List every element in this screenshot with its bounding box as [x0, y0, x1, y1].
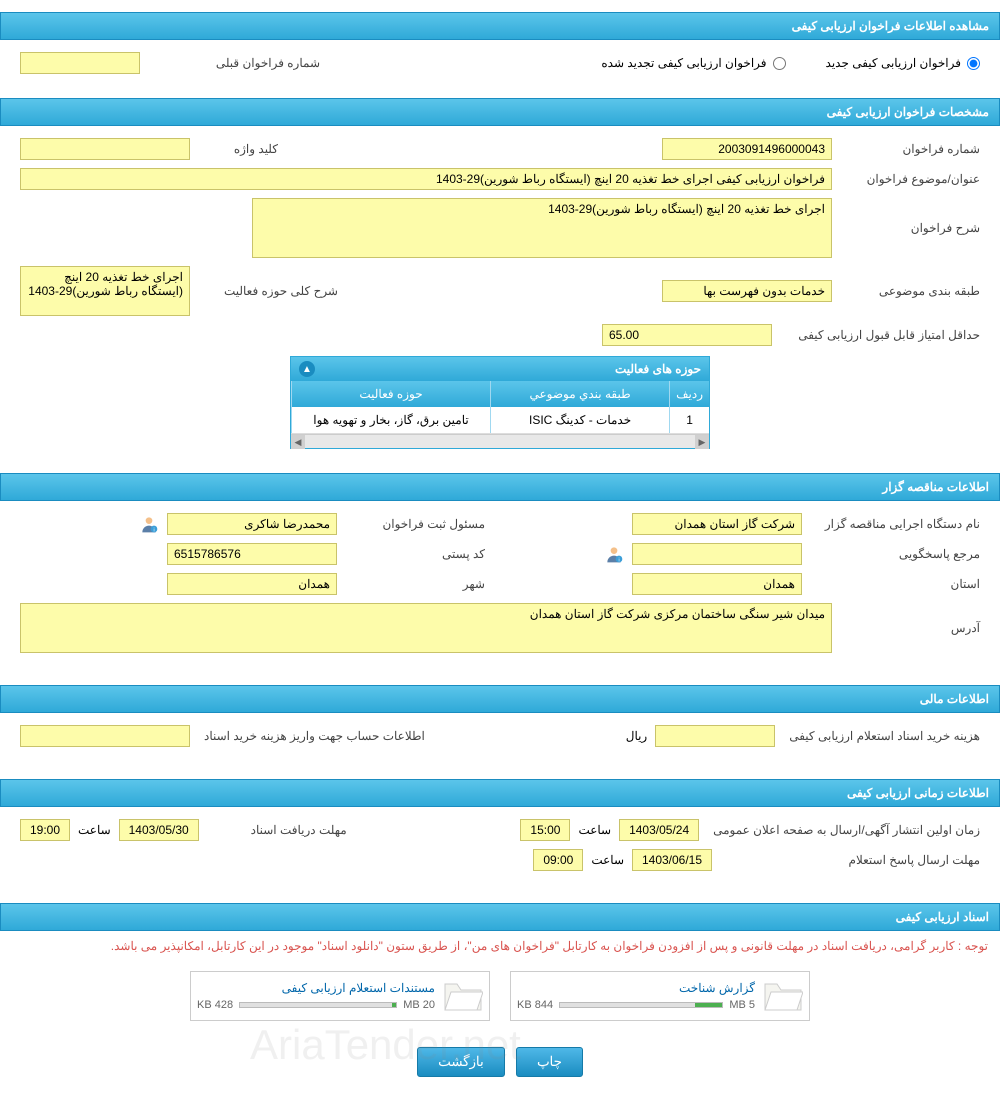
- activity-grid-title-bar: حوزه های فعالیت ▲: [291, 357, 709, 381]
- button-row: چاپ بازگشت: [0, 1031, 1000, 1093]
- city-label: شهر: [345, 577, 485, 591]
- city-field: همدان: [167, 573, 337, 595]
- activity-grid-title: حوزه های فعالیت: [615, 362, 701, 376]
- header-view-info: مشاهده اطلاعات فراخوان ارزیابی کیفی: [0, 12, 1000, 40]
- grid-scrollbar[interactable]: ▶ ◀: [291, 434, 709, 448]
- svg-text:i: i: [153, 528, 154, 534]
- doc-card[interactable]: گزارش شناخت 5 MB 844 KB: [510, 971, 810, 1021]
- registrar-label: مسئول ثبت فراخوان: [345, 517, 485, 531]
- postal-field: 6515786576: [167, 543, 337, 565]
- account-field: [20, 725, 190, 747]
- activity-grid-header: ردیف طبقه بندي موضوعي حوزه فعالیت: [291, 381, 709, 407]
- body-timing: زمان اولین انتشار آگهی/ارسال به صفحه اعل…: [0, 807, 1000, 891]
- radio-new-call-label: فراخوان ارزیابی کیفی جدید: [826, 56, 961, 70]
- reply-label: مهلت ارسال پاسخ استعلام: [720, 853, 980, 867]
- doc-size: 428 KB: [197, 999, 233, 1011]
- scroll-right-icon[interactable]: ▶: [695, 435, 709, 449]
- call-number-label: شماره فراخوان: [840, 142, 980, 156]
- activity-summary-label: شرح کلی حوزه فعالیت: [198, 284, 338, 298]
- doc-title: گزارش شناخت: [517, 981, 755, 995]
- currency-label: ریال: [626, 729, 648, 743]
- cell-category: خدمات - کدینگ ISIC: [490, 407, 669, 433]
- radio-renewed-call-input[interactable]: [773, 57, 786, 70]
- body-financial: هزینه خرید اسناد استعلام ارزیابی کیفی ری…: [0, 713, 1000, 767]
- radio-new-call[interactable]: فراخوان ارزیابی کیفی جدید: [826, 56, 980, 70]
- doc-quota: 20 MB: [403, 999, 435, 1011]
- body-spec: شماره فراخوان 2003091496000043 کلید واژه…: [0, 126, 1000, 461]
- publish-time-field: 15:00: [520, 819, 570, 841]
- th-row: ردیف: [669, 381, 709, 407]
- th-activity: حوزه فعالیت: [291, 381, 490, 407]
- category-field: خدمات بدون فهرست بها: [662, 280, 832, 302]
- header-timing: اطلاعات زمانی ارزیابی کیفی: [0, 779, 1000, 807]
- radio-renewed-call[interactable]: فراخوان ارزیابی کیفی تجدید شده: [601, 56, 785, 70]
- scroll-left-icon[interactable]: ◀: [291, 435, 305, 449]
- radio-renewed-call-label: فراخوان ارزیابی کیفی تجدید شده: [601, 56, 766, 70]
- reply-time-field: 09:00: [533, 849, 583, 871]
- back-button[interactable]: بازگشت: [417, 1047, 505, 1077]
- print-button[interactable]: چاپ: [516, 1047, 583, 1077]
- activity-grid: حوزه های فعالیت ▲ ردیف طبقه بندي موضوعي …: [290, 356, 710, 449]
- time-word: ساعت: [78, 823, 111, 837]
- receive-time-field: 19:00: [20, 819, 70, 841]
- body-view-info: فراخوان ارزیابی کیفی جدید فراخوان ارزیاب…: [0, 40, 1000, 86]
- category-label: طبقه بندی موضوعی: [840, 284, 980, 298]
- time-word: ساعت: [591, 853, 624, 867]
- folder-icon: [763, 978, 803, 1014]
- prev-number-label: شماره فراخوان قبلی: [180, 56, 320, 70]
- prev-number-field: [20, 52, 140, 74]
- folder-icon: [443, 978, 483, 1014]
- doc-fee-field: [655, 725, 775, 747]
- call-number-field: 2003091496000043: [662, 138, 832, 160]
- th-category: طبقه بندي موضوعي: [490, 381, 669, 407]
- keyword-label: کلید واژه: [198, 142, 278, 156]
- header-financial: اطلاعات مالی: [0, 685, 1000, 713]
- doc-card[interactable]: مستندات استعلام ارزیابی کیفی 20 MB 428 KB: [190, 971, 490, 1021]
- address-label: آدرس: [840, 621, 980, 635]
- registrar-field: محمدرضا شاکری: [167, 513, 337, 535]
- publish-label: زمان اولین انتشار آگهی/ارسال به صفحه اعل…: [707, 823, 980, 837]
- account-label: اطلاعات حساب جهت واریز هزینه خرید اسناد: [198, 729, 425, 743]
- cell-activity: تامین برق، گاز، بخار و تهویه هوا: [291, 407, 490, 433]
- min-score-label: حداقل امتیاز قابل قبول ارزیابی کیفی: [780, 328, 980, 342]
- doc-quota: 5 MB: [729, 999, 755, 1011]
- cell-idx: 1: [669, 407, 709, 433]
- time-word: ساعت: [578, 823, 611, 837]
- responder-field: [632, 543, 802, 565]
- meter-bar: [559, 1002, 723, 1008]
- subject-field: فراخوان ارزیابی کیفی اجرای خط تغذیه 20 ا…: [20, 168, 832, 190]
- postal-label: کد پستی: [345, 547, 485, 561]
- desc-field: اجرای خط تغذیه 20 اینچ (ایستگاه رباط شور…: [252, 198, 832, 258]
- publish-date-field: 1403/05/24: [619, 819, 699, 841]
- header-tenderer: اطلاعات مناقصه گزار: [0, 473, 1000, 501]
- keyword-field: [20, 138, 190, 160]
- meter-bar: [239, 1002, 397, 1008]
- doc-title: مستندات استعلام ارزیابی کیفی: [197, 981, 435, 995]
- province-label: استان: [810, 577, 980, 591]
- subject-label: عنوان/موضوع فراخوان: [840, 172, 980, 186]
- min-score-field: 65.00: [602, 324, 772, 346]
- docs-note: توجه : کاربر گرامی، دریافت اسناد در مهلت…: [0, 931, 1000, 961]
- header-spec: مشخصات فراخوان ارزیابی کیفی: [0, 98, 1000, 126]
- responder-label: مرجع پاسخگویی: [810, 547, 980, 561]
- user-icon: i: [139, 514, 159, 534]
- user-icon: i: [604, 544, 624, 564]
- province-field: همدان: [632, 573, 802, 595]
- radio-new-call-input[interactable]: [967, 57, 980, 70]
- table-row: 1خدمات - کدینگ ISICتامین برق، گاز، بخار …: [291, 407, 709, 434]
- receive-label: مهلت دریافت اسناد: [207, 823, 347, 837]
- org-label: نام دستگاه اجرایی مناقصه گزار: [810, 517, 980, 531]
- desc-label: شرح فراخوان: [840, 221, 980, 235]
- reply-date-field: 1403/06/15: [632, 849, 712, 871]
- address-field: میدان شیر سنگی ساختمان مرکزی شرکت گاز اس…: [20, 603, 832, 653]
- activity-summary-field: اجرای خط تغذیه 20 اینچ (ایستگاه رباط شور…: [20, 266, 190, 316]
- header-docs: اسناد ارزیابی کیفی: [0, 903, 1000, 931]
- doc-fee-label: هزینه خرید اسناد استعلام ارزیابی کیفی: [783, 729, 980, 743]
- body-tenderer: AriaTender.net نام دستگاه اجرایی مناقصه …: [0, 501, 1000, 673]
- doc-size: 844 KB: [517, 999, 553, 1011]
- collapse-icon[interactable]: ▲: [299, 361, 315, 377]
- svg-text:i: i: [618, 558, 619, 564]
- org-field: شرکت گاز استان همدان: [632, 513, 802, 535]
- receive-date-field: 1403/05/30: [119, 819, 199, 841]
